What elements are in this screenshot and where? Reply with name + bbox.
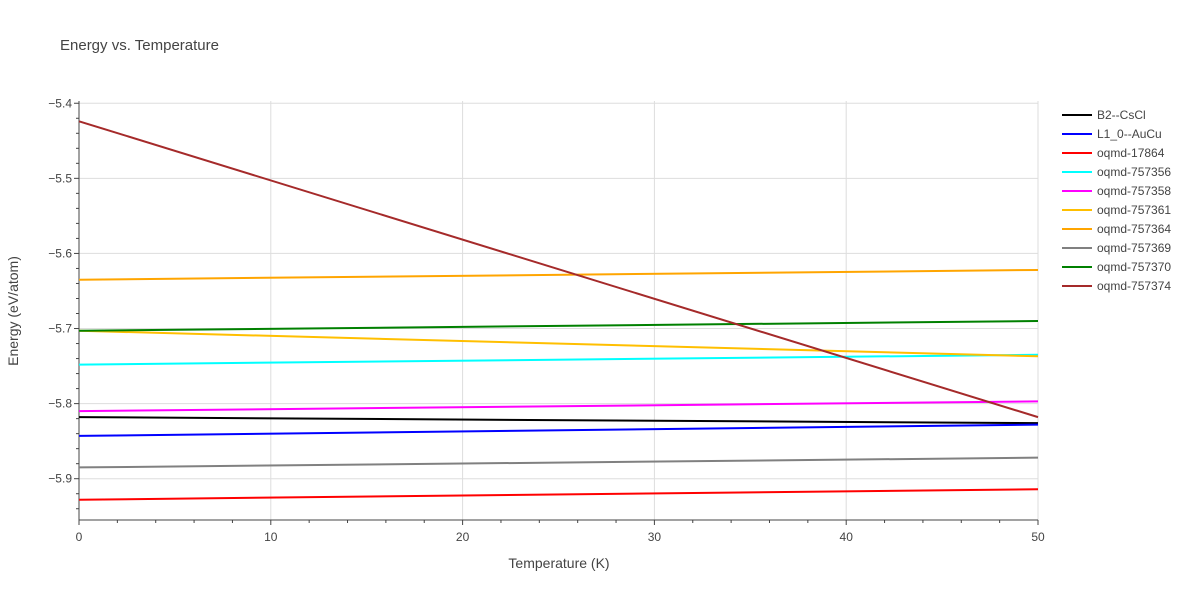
y-tick-label: −5.6 [48,246,72,260]
series-layer [78,120,1039,501]
y-tick-label: −5.4 [48,96,72,110]
legend-label: oqmd-757358 [1097,184,1171,198]
y-tick-label: −5.8 [48,397,72,411]
series-line-B2--CsCl [78,416,1039,425]
legend-item[interactable]: oqmd-757361 [1062,203,1171,217]
y-tick-label: −5.5 [48,171,72,185]
series-line-oqmd-757356 [78,353,1039,366]
legend-item[interactable]: oqmd-757358 [1062,184,1171,198]
legend-item[interactable]: oqmd-757374 [1062,279,1171,293]
chart-title: Energy vs. Temperature [60,37,219,54]
y-tick-label: −5.7 [48,322,72,336]
legend-item[interactable]: B2--CsCl [1062,108,1146,122]
y-tick-label: −5.9 [48,472,72,486]
x-tick-label: 30 [648,530,662,544]
x-tick-label: 20 [456,530,470,544]
axis-layer: 0 10 20 30 40 50 −5.9 −5.8 −5.7 −5.6 −5.5 −5.4 [48,96,1045,544]
legend-label: oqmd-757361 [1097,203,1171,217]
series-line-oqmd-757358 [78,400,1039,413]
series-line-oqmd-757361 [78,329,1039,358]
series-line-oqmd-757370 [78,320,1039,332]
x-tick-label: 40 [840,530,854,544]
series-line-oqmd-17864 [78,488,1039,501]
legend-item[interactable]: oqmd-757364 [1062,222,1171,236]
legend-item[interactable]: oqmd-757370 [1062,260,1171,274]
legend-item[interactable]: oqmd-17864 [1062,146,1165,160]
y-axis-title: Energy (eV/atom) [5,256,21,366]
x-tick-label: 0 [76,530,83,544]
legend-label: oqmd-757374 [1097,279,1171,293]
legend-label: oqmd-757364 [1097,222,1171,236]
legend-item[interactable]: oqmd-757356 [1062,165,1171,179]
grid-layer [79,101,1039,520]
legend-label: B2--CsCl [1097,108,1146,122]
x-tick-label: 50 [1031,530,1045,544]
legend-label: L1_0--AuCu [1097,127,1162,141]
legend-label: oqmd-757369 [1097,241,1171,255]
series-line-oqmd-757364 [78,268,1039,281]
legend-item[interactable]: oqmd-757369 [1062,241,1171,255]
series-line-oqmd-757374 [78,120,1039,419]
legend[interactable]: B2--CsCl L1_0--AuCu oqmd-17864 oqmd-757356 o… [1062,108,1171,293]
x-axis-title: Temperature (K) [508,555,609,571]
legend-label: oqmd-17864 [1097,146,1165,160]
legend-item[interactable]: L1_0--AuCu [1062,127,1162,141]
series-line-L1_0--AuCu [78,423,1039,437]
legend-label: oqmd-757370 [1097,260,1171,274]
legend-label: oqmd-757356 [1097,165,1171,179]
x-tick-label: 10 [264,530,278,544]
series-line-oqmd-757369 [78,456,1039,469]
